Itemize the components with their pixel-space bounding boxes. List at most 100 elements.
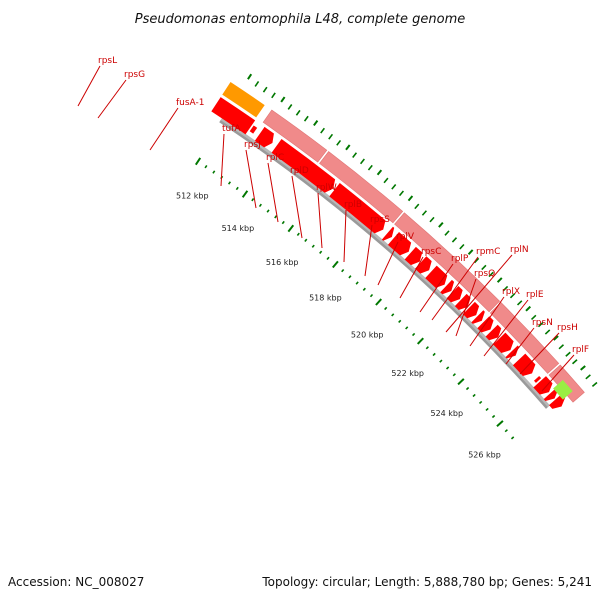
scale-tick-inner bbox=[496, 420, 504, 427]
scale-tick-inner bbox=[375, 298, 383, 306]
gene-label: rplE bbox=[526, 290, 544, 300]
scale-tick-outer bbox=[429, 216, 435, 223]
gene-leader-line bbox=[399, 256, 424, 299]
scale-tick-outer bbox=[367, 164, 373, 171]
gene-leader-line bbox=[267, 162, 279, 223]
gene-label: rplD bbox=[290, 166, 309, 176]
scale-tick-inner bbox=[355, 281, 359, 285]
scale-tick-inner bbox=[362, 287, 366, 291]
gene-leader-line bbox=[149, 107, 179, 151]
kbp-label: 526 kbp bbox=[468, 450, 501, 459]
kbp-label: 514 kbp bbox=[222, 224, 255, 233]
scale-tick-inner bbox=[274, 215, 278, 219]
scale-tick-outer bbox=[313, 120, 319, 127]
scale-tick-inner bbox=[398, 319, 402, 324]
gene-label: rplW bbox=[316, 183, 337, 193]
reverse-cds-arrow bbox=[387, 231, 412, 256]
scale-tick-inner bbox=[241, 190, 249, 198]
scale-tick-outer bbox=[444, 230, 450, 236]
gene-label: rpsL bbox=[98, 56, 117, 66]
gene-leader-line bbox=[343, 209, 347, 263]
gene-leader-line bbox=[317, 192, 323, 249]
kbp-label: 520 kbp bbox=[351, 331, 384, 340]
scale-tick-inner bbox=[504, 429, 508, 433]
gene-label: rpsN bbox=[532, 318, 553, 328]
reverse-cds-arrow bbox=[446, 285, 463, 303]
scale-tick-inner bbox=[341, 268, 345, 273]
scale-tick-inner bbox=[391, 313, 395, 317]
reverse-cds-arrow bbox=[471, 310, 485, 324]
gene-label: rplB bbox=[344, 200, 362, 210]
scale-tick-inner bbox=[439, 359, 443, 363]
scale-tick-outer bbox=[254, 81, 260, 87]
scale-tick-outer bbox=[481, 264, 487, 271]
scale-tick-outer bbox=[295, 109, 301, 116]
scale-tick-outer bbox=[565, 351, 571, 357]
genome-summary-text: Topology: circular; Length: 5,888,780 bp… bbox=[261, 575, 592, 589]
scale-tick-inner bbox=[266, 209, 270, 213]
scale-tick-outer bbox=[421, 210, 427, 216]
scale-tick-inner bbox=[405, 326, 409, 330]
gene-label: tufA bbox=[222, 124, 241, 134]
scale-tick-inner bbox=[465, 386, 470, 391]
scale-tick-outer bbox=[558, 344, 565, 350]
scale-tick-inner bbox=[204, 164, 208, 169]
scale-tick-inner bbox=[311, 244, 315, 248]
gene-leader-line bbox=[483, 299, 529, 357]
scale-tick-inner bbox=[235, 186, 239, 191]
gene-label: rpmC bbox=[476, 247, 500, 257]
scale-tick-inner bbox=[411, 332, 416, 337]
reverse-cds-arrow bbox=[414, 256, 432, 274]
gene-label: rpsJ bbox=[244, 140, 261, 150]
gene-label: rplC bbox=[266, 153, 284, 163]
gene-leader-line bbox=[97, 79, 127, 119]
gene-label: rplV bbox=[396, 232, 415, 242]
scale-tick-outer bbox=[530, 314, 537, 321]
gene-label: rpsH bbox=[557, 323, 578, 333]
scale-tick-inner bbox=[319, 250, 323, 254]
scale-tick-inner bbox=[281, 220, 285, 225]
gene-label: rplX bbox=[502, 287, 520, 297]
tick-layer bbox=[194, 73, 598, 440]
scale-tick-outer bbox=[459, 243, 465, 250]
scale-tick-outer bbox=[473, 257, 480, 264]
scale-tick-outer bbox=[398, 190, 405, 197]
scale-tick-outer bbox=[336, 139, 342, 146]
gene-label: rplP bbox=[451, 254, 469, 264]
gene-layer bbox=[249, 109, 585, 409]
scale-tick-outer bbox=[553, 335, 559, 341]
reverse-cds-arrow bbox=[381, 226, 395, 241]
scale-tick-inner bbox=[369, 293, 374, 298]
gene-leader-line bbox=[505, 327, 535, 365]
gene-leader-line bbox=[445, 254, 513, 333]
scale-tick-outer bbox=[383, 177, 389, 184]
reverse-cds-arrow bbox=[485, 324, 502, 341]
leader-red-feature bbox=[211, 97, 256, 135]
forward-cds-segment bbox=[548, 364, 585, 403]
scale-tick-inner bbox=[384, 306, 388, 311]
scale-tick-outer bbox=[303, 115, 309, 122]
scale-tick-inner bbox=[348, 275, 352, 279]
scale-tick-outer bbox=[585, 374, 591, 380]
scale-tick-outer bbox=[467, 249, 474, 255]
scale-tick-outer bbox=[537, 322, 544, 328]
scale-tick-outer bbox=[591, 381, 598, 388]
scale-tick-outer bbox=[352, 152, 358, 159]
scale-tick-outer bbox=[438, 221, 444, 228]
scale-tick-outer bbox=[391, 184, 397, 190]
gene-leader-line bbox=[291, 175, 303, 239]
scale-tick-inner bbox=[452, 373, 456, 377]
accession-text: Accession: NC_008027 bbox=[8, 575, 144, 589]
scale-tick-outer bbox=[571, 359, 578, 365]
scale-tick-inner bbox=[425, 346, 429, 350]
scale-tick-inner bbox=[457, 378, 465, 386]
kbp-label: 518 kbp bbox=[309, 294, 342, 303]
gene-leader-line bbox=[364, 224, 373, 277]
gene-label: rplN bbox=[510, 245, 529, 255]
reverse-cds-arrow bbox=[440, 279, 455, 295]
reverse-cds-arrow bbox=[512, 353, 536, 376]
gene-leader-line bbox=[455, 278, 477, 337]
scale-tick-inner bbox=[251, 197, 255, 202]
gene-label: fusA-1 bbox=[176, 98, 205, 108]
